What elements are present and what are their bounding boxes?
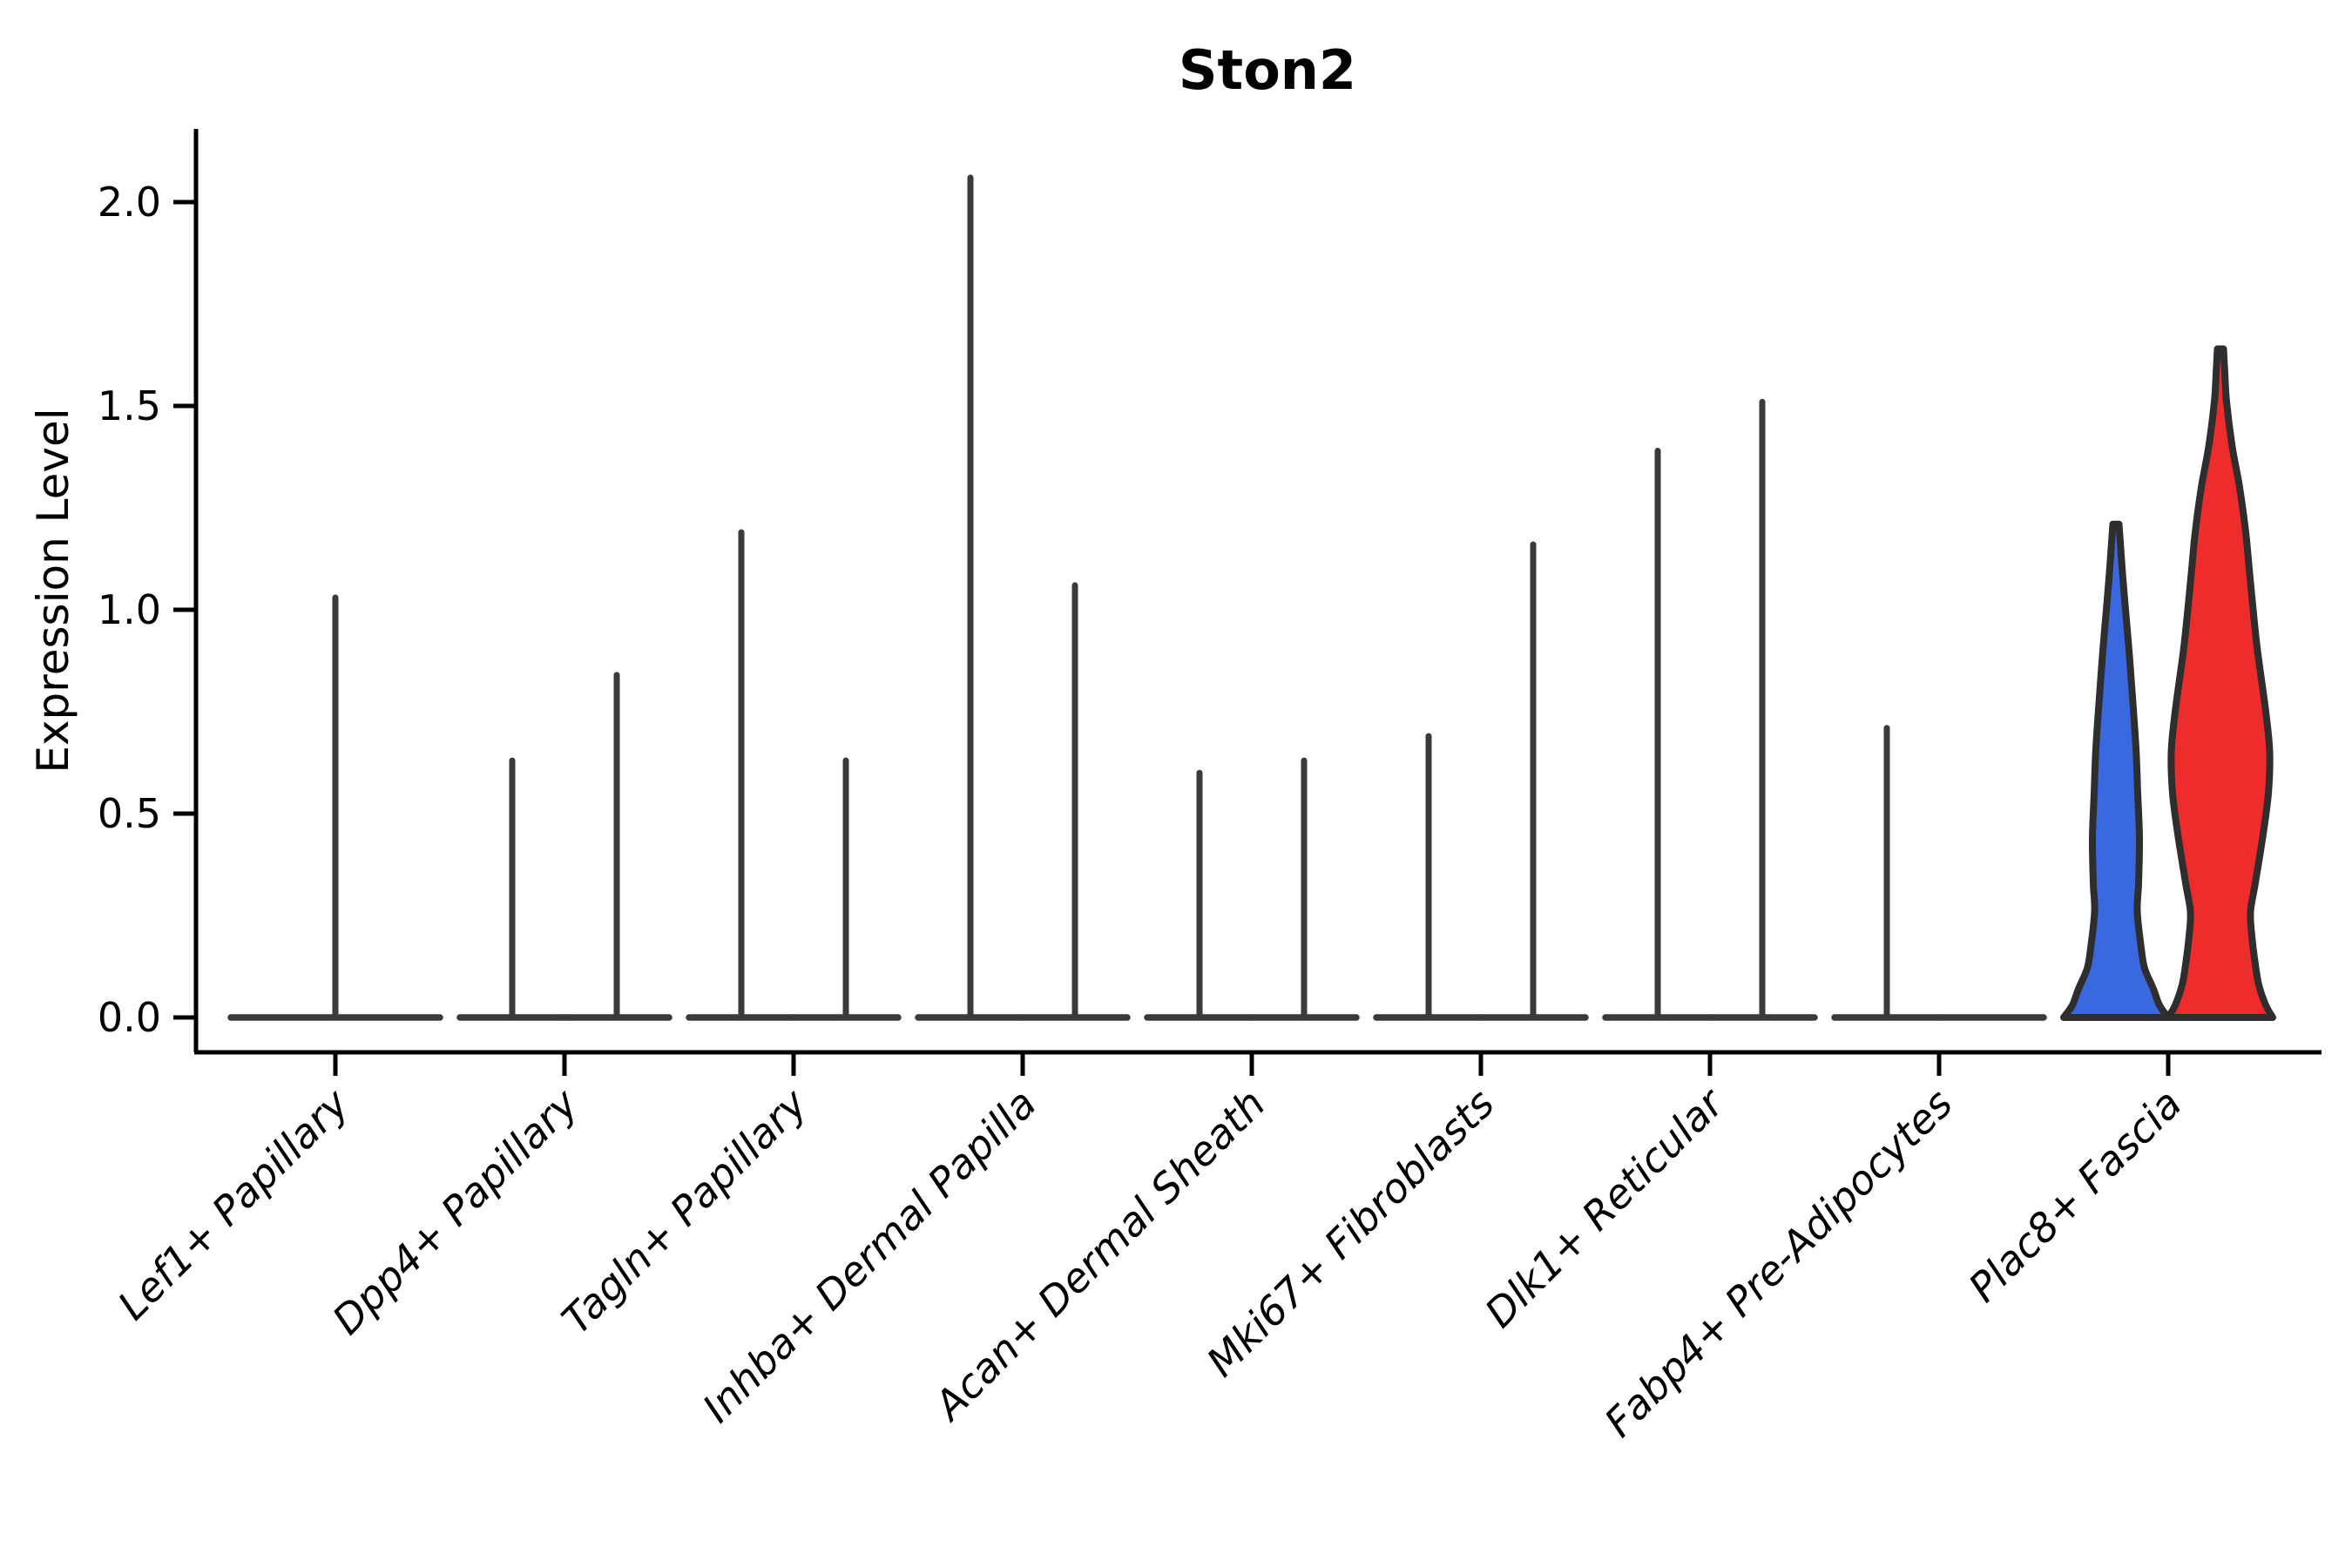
y-axis-label: Expression Level [28, 408, 78, 773]
violin-plac8-fascia [2060, 345, 2276, 1021]
violin-lef1-papillary [227, 594, 443, 1021]
violin-dpp4-papillary [456, 672, 672, 1021]
y-tick-label: 0.5 [98, 790, 161, 837]
x-tick-label: Plac8+ Fascia [1959, 1080, 2190, 1311]
violin-layer [227, 174, 2276, 1021]
y-tick-label: 0.0 [98, 994, 161, 1041]
x-tick-label: Dlk1+ Reticular [1476, 1078, 1734, 1336]
x-tick-label: Dpp4+ Papillary [323, 1079, 587, 1343]
y-tick-label: 2.0 [98, 179, 161, 226]
violin-mki67-fibroblasts [1373, 541, 1589, 1021]
violin-plac8-fascia-blue-body [2060, 520, 2172, 1021]
y-tick-label: 1.5 [98, 382, 161, 429]
x-tick-label: Tagln+ Papillary [552, 1079, 816, 1343]
chart-title: Ston2 [1179, 38, 1356, 102]
violin-tagln-papillary [686, 529, 902, 1021]
violin-fabp4-pre-adipocytes [1831, 725, 2047, 1021]
y-tick-label: 1.0 [98, 586, 161, 633]
violin-inhba-dermal-papilla [915, 174, 1131, 1021]
x-tick-label: Lef1+ Papillary [109, 1079, 358, 1328]
violin-plac8-fascia-red-body [2165, 345, 2276, 1021]
violin-acan-dermal-sheath [1144, 757, 1360, 1021]
violin-dlk1-reticular [1602, 398, 1818, 1021]
